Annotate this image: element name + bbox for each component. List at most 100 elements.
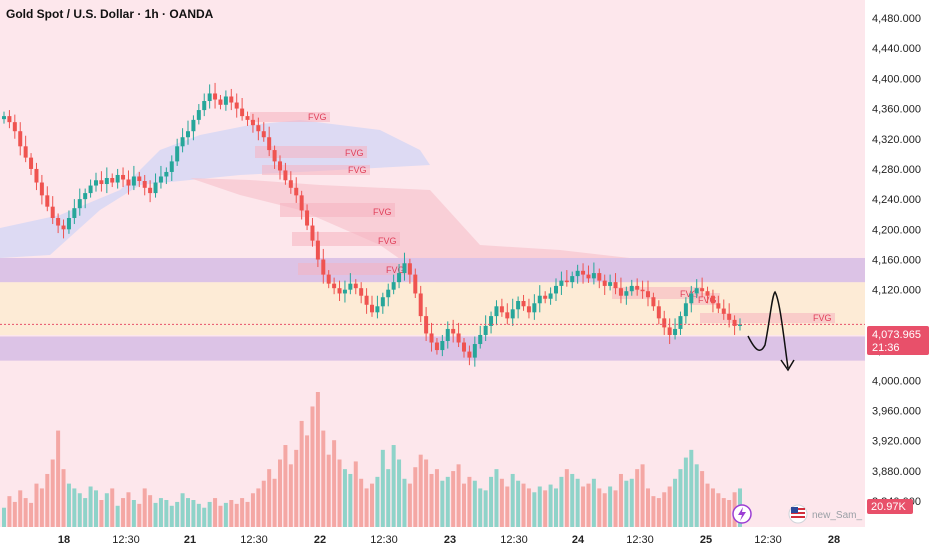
candle-body	[380, 297, 385, 307]
volume-bar	[153, 502, 158, 527]
candle-body	[429, 333, 434, 343]
candle-body	[721, 308, 726, 314]
x-tick-label: 23	[444, 534, 456, 546]
candle-body	[218, 99, 223, 105]
volume-bar	[261, 480, 266, 527]
volume-bar	[50, 459, 55, 527]
volume-bar	[678, 469, 683, 527]
volume-bar	[321, 430, 326, 527]
volume-bar	[342, 469, 347, 527]
axis-background	[865, 0, 932, 550]
volume-bar	[364, 488, 369, 527]
volume-bar	[186, 498, 190, 527]
candle-body	[727, 313, 732, 320]
candle-body	[180, 137, 185, 147]
candle-body	[413, 274, 418, 294]
volume-bar	[7, 496, 12, 527]
volume-bar	[526, 488, 531, 527]
volume-bar	[721, 498, 726, 527]
candle-body	[77, 199, 82, 209]
volume-bar	[315, 392, 320, 527]
y-tick-label: 4,000.000	[872, 375, 921, 387]
candle-body	[591, 273, 596, 279]
x-tick-label: 12:30	[626, 534, 654, 546]
zone-orange	[0, 282, 865, 335]
candle-body	[445, 328, 450, 342]
volume-bar	[370, 483, 374, 527]
volume-bar	[716, 493, 721, 527]
y-tick-label: 4,200.000	[872, 224, 921, 236]
candle-body	[629, 285, 634, 292]
candle-body	[137, 176, 142, 182]
candle-body	[115, 174, 120, 183]
fvg-label: FVG	[345, 148, 364, 158]
candle-body	[483, 325, 488, 335]
volume-bar	[23, 498, 28, 527]
volume-bar	[646, 488, 650, 527]
volume-bar	[673, 478, 678, 527]
candle-body	[61, 225, 66, 230]
candle-body	[602, 280, 607, 286]
y-tick-label: 4,480.000	[872, 13, 921, 25]
candle-body	[158, 176, 163, 183]
us-flag-stripe-3	[791, 516, 805, 518]
candle-body	[332, 283, 337, 289]
volume-bar	[532, 492, 537, 527]
chart-title: Gold Spot / U.S. Dollar · 1h · OANDA	[6, 7, 214, 21]
volume-bar	[467, 476, 472, 527]
volume-bar	[424, 459, 429, 527]
volume-bar	[88, 486, 93, 527]
volume-bar	[456, 464, 461, 527]
candle-body	[581, 270, 586, 275]
us-flag-icon[interactable]	[788, 504, 808, 524]
volume-bar	[207, 501, 212, 527]
candle-body	[689, 293, 694, 304]
candle-body	[294, 187, 299, 196]
candle-body	[315, 240, 320, 260]
candle-body	[397, 273, 402, 283]
fvg-label: FVG	[308, 112, 327, 122]
volume-bar	[29, 502, 34, 527]
volume-bar	[413, 467, 418, 527]
candle-body	[72, 208, 77, 218]
volume-bar	[510, 473, 515, 527]
candle-body	[164, 171, 169, 177]
candle-body	[386, 289, 391, 298]
volume-bar	[559, 476, 564, 527]
y-tick-label: 4,440.000	[872, 43, 921, 55]
candle-body	[505, 312, 510, 319]
candle-body	[375, 306, 380, 313]
candle-body	[18, 131, 23, 147]
candle-body	[310, 225, 315, 241]
candle-body	[88, 185, 93, 194]
candle-body	[462, 342, 466, 352]
candle-body	[673, 328, 678, 335]
y-tick-label: 4,280.000	[872, 164, 921, 176]
volume-bar	[348, 473, 353, 527]
x-tick-label: 12:30	[370, 534, 398, 546]
candle-body	[391, 282, 396, 290]
volume-bar	[256, 488, 261, 527]
candle-body	[110, 177, 115, 183]
candle-body	[250, 119, 255, 126]
candle-body	[278, 161, 282, 171]
candle-body	[126, 179, 131, 186]
x-tick-label: 12:30	[240, 534, 268, 546]
volume-bar	[288, 464, 293, 527]
candle-body	[131, 176, 136, 186]
candle-body	[7, 116, 12, 123]
volume-bar	[99, 500, 104, 527]
candle-body	[662, 318, 667, 328]
volume-bar	[624, 480, 629, 527]
time-axis[interactable]: 18 12:30 21 12:30 22 12:30 23 12:30 24 12:30 25 12:…	[58, 534, 840, 546]
lightning-icon[interactable]	[732, 504, 752, 524]
y-tick-label: 3,920.000	[872, 436, 921, 448]
candle-body	[526, 306, 531, 313]
candle-body	[543, 295, 548, 299]
candle-body	[2, 116, 6, 120]
volume-bar	[451, 471, 456, 527]
volume-bar	[407, 483, 412, 527]
volume-bar	[94, 490, 98, 527]
volume-bar	[148, 495, 153, 527]
